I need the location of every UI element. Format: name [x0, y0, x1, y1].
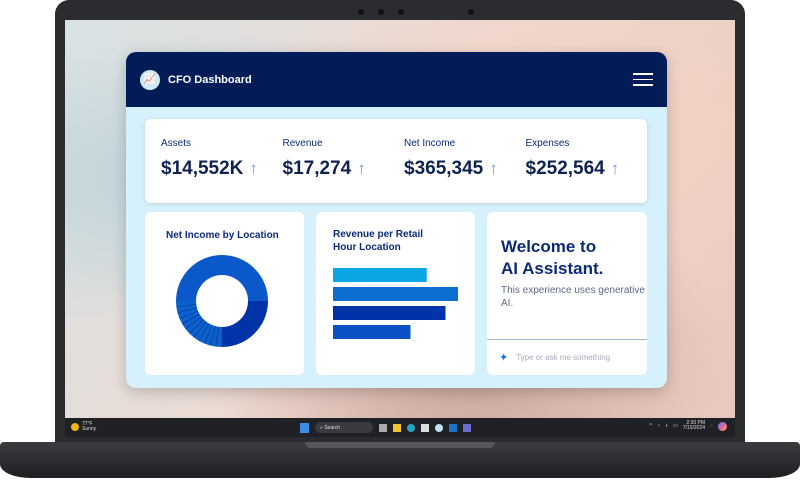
assistant-app-icon[interactable]	[435, 423, 443, 432]
clock-date[interactable]: 7/15/2024	[682, 425, 706, 431]
card-title: Hour Location	[333, 242, 401, 253]
sparkle-icon: ✦	[499, 352, 509, 364]
kpi-assets: Assets $14,552K ↑	[161, 119, 283, 203]
volume-icon[interactable]: ◖	[665, 423, 669, 429]
bar[interactable]	[333, 268, 427, 282]
donut-segment-divider	[215, 326, 220, 347]
clock-time[interactable]: 2:30 PM	[686, 420, 706, 426]
bar[interactable]	[333, 287, 458, 301]
laptop-base	[0, 442, 800, 478]
donut-segment[interactable]	[222, 301, 268, 347]
donut-segment-divider	[179, 310, 199, 319]
kpi-value: $365,345	[404, 158, 484, 179]
card-title: Revenue per Retail	[333, 229, 424, 240]
sensor	[358, 9, 364, 15]
donut-chart	[176, 255, 268, 347]
kpi-label: Assets	[161, 138, 192, 149]
kpi-label: Revenue	[282, 138, 323, 149]
donut-segment-divider	[204, 324, 213, 344]
taskbar: 77°F Sunny ⌕ Search ^ ◔ ◖ ▭ 2:30 PM 7/15/2…	[65, 418, 735, 437]
lid-notch	[305, 442, 495, 448]
webcam	[398, 9, 404, 15]
arrow-up-icon: ↑	[357, 159, 366, 178]
kpi-label: Net Income	[404, 138, 456, 149]
donut-segment[interactable]	[176, 255, 268, 301]
arrow-up-icon: ↑	[610, 159, 620, 178]
start-icon[interactable]	[300, 422, 309, 433]
kpi-value: $14,552K	[161, 158, 244, 179]
cfo-dashboard-window: 📈 CFO Dashboard Assets $14,552K ↑ Revenue $…	[126, 52, 667, 388]
weather-temp: 77°F	[82, 421, 93, 427]
header: 📈 CFO Dashboard	[126, 52, 667, 107]
search-label: Search	[324, 425, 341, 431]
donut-segment-divider	[193, 321, 207, 338]
search-box[interactable]: ⌕ Search	[315, 422, 373, 433]
battery-icon[interactable]: ▭	[673, 423, 678, 429]
sensor	[378, 9, 384, 15]
store-icon[interactable]	[421, 423, 429, 432]
donut-segment-divider	[177, 307, 197, 314]
donut-segment-divider	[185, 316, 202, 330]
kpi-value: $252,564	[525, 158, 605, 179]
chart-growth-icon: 📈	[140, 69, 160, 90]
donut-segment-divider	[189, 319, 204, 334]
arrow-up-icon: ↑	[489, 159, 498, 178]
donut-segment-divider	[209, 326, 216, 346]
kpi-expenses: Expenses $252,564 ↑	[526, 119, 648, 203]
wifi-icon[interactable]: ◔	[656, 423, 660, 429]
file-explorer-icon[interactable]	[393, 423, 401, 432]
outlook-icon[interactable]	[449, 423, 457, 432]
sun-icon	[71, 423, 79, 431]
chevron-up-icon[interactable]: ^	[649, 423, 652, 429]
net-income-card[interactable]: Net Income by Location	[145, 212, 304, 375]
teams-icon[interactable]	[463, 423, 471, 432]
donut-segment-divider	[181, 313, 200, 325]
weather-widget[interactable]: 77°F Sunny	[71, 422, 96, 432]
ai-heading: Welcome to	[501, 237, 597, 256]
screen: 📈 CFO Dashboard Assets $14,552K ↑ Revenue $…	[65, 20, 735, 418]
bar[interactable]	[333, 306, 446, 320]
kpi-net-income: Net Income $365,345 ↑	[404, 119, 526, 203]
arrow-up-icon: ↑	[249, 159, 258, 178]
bar[interactable]	[333, 325, 411, 339]
task-view-icon[interactable]	[379, 423, 387, 432]
donut-segment-divider	[176, 303, 197, 308]
ai-heading: AI Assistant.	[501, 259, 604, 278]
kpi-value: $17,274	[282, 158, 352, 179]
kpi-label: Expenses	[525, 138, 570, 149]
page-title: CFO Dashboard	[168, 73, 252, 86]
ai-description: This experience uses generative AI.	[501, 285, 645, 309]
prompt-placeholder: Type or ask me something	[516, 353, 611, 362]
copilot-icon[interactable]	[718, 421, 727, 431]
bell-icon[interactable]: ◌	[710, 423, 713, 429]
card-title: Net Income by Location	[166, 230, 279, 241]
kpi-card: Assets $14,552K ↑ Revenue $17,274 ↑ Net Inco…	[145, 119, 647, 203]
bar-chart	[333, 268, 458, 339]
kpi-revenue: Revenue $17,274 ↑	[283, 119, 405, 203]
edge-icon[interactable]	[407, 423, 415, 432]
donut-segment-divider	[198, 323, 210, 342]
weather-condition: Sunny	[82, 426, 97, 432]
ai-assistant-card: Welcome to AI Assistant. This experience…	[487, 212, 647, 375]
revenue-per-hour-card[interactable]: Revenue per Retail Hour Location	[316, 212, 475, 375]
sensor	[468, 9, 474, 15]
ai-prompt-input[interactable]: ✦ Type or ask me something	[487, 339, 647, 375]
hamburger-icon[interactable]	[633, 73, 653, 86]
